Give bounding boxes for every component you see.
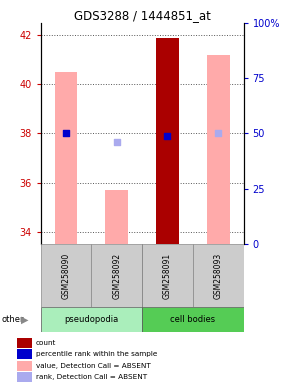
Bar	[207, 55, 230, 244]
Text: GSM258093: GSM258093	[214, 252, 223, 299]
Bar	[17, 361, 32, 371]
Title: GDS3288 / 1444851_at: GDS3288 / 1444851_at	[74, 9, 211, 22]
Text: GSM258091: GSM258091	[163, 252, 172, 299]
Bar	[105, 190, 128, 244]
Text: pseudopodia: pseudopodia	[64, 315, 119, 324]
Point	[114, 139, 119, 145]
Bar	[142, 307, 244, 332]
Point	[165, 133, 170, 139]
Text: GSM258090: GSM258090	[61, 252, 70, 299]
Bar	[41, 307, 142, 332]
Bar	[55, 72, 77, 244]
Text: other: other	[1, 315, 24, 324]
Text: count: count	[36, 340, 57, 346]
Point	[216, 130, 220, 136]
Text: rank, Detection Call = ABSENT: rank, Detection Call = ABSENT	[36, 374, 147, 380]
Bar	[17, 372, 32, 382]
Text: GSM258092: GSM258092	[112, 252, 121, 299]
Bar	[193, 244, 244, 307]
Bar	[156, 38, 179, 244]
Bar	[41, 244, 91, 307]
Text: percentile rank within the sample: percentile rank within the sample	[36, 351, 157, 357]
Text: cell bodies: cell bodies	[170, 315, 215, 324]
Point	[64, 130, 68, 136]
Bar	[142, 244, 193, 307]
Text: value, Detection Call = ABSENT: value, Detection Call = ABSENT	[36, 363, 151, 369]
Bar	[91, 244, 142, 307]
Bar	[17, 349, 32, 359]
Text: ▶: ▶	[21, 314, 28, 324]
Bar	[17, 338, 32, 348]
